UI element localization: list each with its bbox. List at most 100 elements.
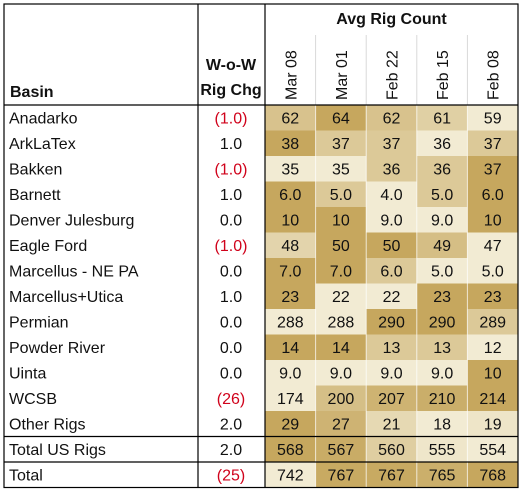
rig-count-value: 765	[429, 468, 456, 485]
weekly-change-value: (26)	[217, 391, 245, 408]
weekly-change-value: 2.0	[220, 442, 242, 459]
heat-cell	[366, 207, 417, 233]
basin-name: Bakken	[9, 162, 62, 179]
rig-count-value: 768	[479, 468, 506, 485]
heat-cell	[366, 411, 417, 437]
heat-cell	[416, 156, 468, 182]
heat-cell	[265, 105, 316, 131]
heat-cell	[315, 156, 367, 182]
weekly-change-value: 0.0	[220, 366, 242, 383]
heat-cell	[315, 258, 367, 284]
weekly-change-value: (1.0)	[215, 162, 248, 179]
avg-rig-count-header: Avg Rig Count	[336, 11, 447, 28]
rig-count-value: 9.0	[279, 366, 301, 383]
heat-cell	[366, 105, 417, 131]
heat-cell	[315, 232, 367, 258]
rig-count-value: 767	[328, 468, 355, 485]
rig-count-value: 37	[383, 136, 401, 153]
rig-count-value: 35	[281, 162, 299, 179]
rig-count-value: 14	[281, 340, 299, 357]
rig-count-value: 19	[484, 417, 502, 434]
heat-cell	[366, 360, 417, 386]
rig-count-value: 48	[281, 238, 299, 255]
heat-cell	[416, 105, 468, 131]
basin-name: Eagle Ford	[9, 238, 87, 255]
heat-cell	[265, 462, 316, 488]
rig-count-value: 27	[332, 417, 350, 434]
rig-count-value: 290	[378, 315, 405, 332]
rig-count-value: 35	[332, 162, 350, 179]
table-border	[3, 3, 519, 489]
weekly-change-value: (25)	[217, 468, 245, 485]
heat-cell	[315, 130, 367, 156]
rig-count-value: 10	[281, 213, 299, 230]
weekly-change-value: 2.0	[220, 417, 242, 434]
rig-count-value: 5.0	[431, 264, 453, 281]
heat-cell	[366, 156, 417, 182]
heat-cell	[467, 130, 518, 156]
heat-cell	[265, 207, 316, 233]
heat-cell	[416, 283, 468, 309]
rig-count-value: 37	[332, 136, 350, 153]
rig-count-value: 49	[433, 238, 451, 255]
heat-cell	[315, 334, 367, 360]
rig-count-value: 207	[378, 391, 405, 408]
heat-cell	[366, 258, 417, 284]
heat-cell	[416, 232, 468, 258]
date-column-header: Mar 01	[334, 50, 351, 100]
date-column-header: Mar 08	[283, 50, 300, 100]
rig-count-value: 9.0	[330, 366, 352, 383]
rig-count-value: 22	[383, 289, 401, 306]
basin-name: Marcellus+Utica	[9, 289, 123, 306]
rig-count-value: 10	[484, 366, 502, 383]
rig-count-value: 6.0	[380, 264, 402, 281]
heat-cell	[265, 334, 316, 360]
rig-count-value: 9.0	[431, 366, 453, 383]
basin-name: Marcellus - NE PA	[9, 264, 139, 281]
heat-cell	[265, 385, 316, 411]
basin-name: ArkLaTex	[9, 136, 76, 153]
weekly-change-value: (1.0)	[215, 111, 248, 128]
basin-name: Total US Rigs	[9, 442, 106, 459]
rig-count-value: 13	[383, 340, 401, 357]
basin-name: WCSB	[9, 391, 57, 408]
heat-cell	[467, 207, 518, 233]
rig-count-value: 59	[484, 111, 502, 128]
heat-cell	[366, 283, 417, 309]
heat-cell	[366, 334, 417, 360]
weekly-change-value: 0.0	[220, 315, 242, 332]
rig-count-value: 23	[433, 289, 451, 306]
rig-count-value: 568	[277, 442, 304, 459]
heat-cell	[416, 309, 468, 335]
heat-cell	[315, 462, 367, 488]
heat-cell	[315, 207, 367, 233]
rig-count-value: 210	[429, 391, 456, 408]
heat-cell	[416, 385, 468, 411]
heat-cell	[467, 411, 518, 437]
wow-header-line1: W-o-W	[206, 57, 257, 74]
weekly-change-value: 1.0	[220, 289, 242, 306]
rig-count-value: 62	[383, 111, 401, 128]
heat-cell	[366, 181, 417, 207]
heat-cell	[467, 360, 518, 386]
heat-cell	[366, 309, 417, 335]
heat-cell	[366, 436, 417, 462]
rig-count-value: 38	[281, 136, 299, 153]
heat-cell	[265, 309, 316, 335]
basin-name: Other Rigs	[9, 417, 85, 434]
rig-count-value: 37	[484, 162, 502, 179]
basin-header: Basin	[10, 84, 54, 101]
heat-cell	[416, 130, 468, 156]
heat-cell	[467, 436, 518, 462]
basin-name: Total	[9, 468, 43, 485]
rig-count-value: 5.0	[482, 264, 504, 281]
heat-cell	[315, 309, 367, 335]
rig-count-value: 36	[433, 136, 451, 153]
heat-cell	[467, 156, 518, 182]
rig-count-value: 289	[479, 315, 506, 332]
rig-count-value: 36	[433, 162, 451, 179]
weekly-change-value: 0.0	[220, 213, 242, 230]
rig-count-value: 6.0	[279, 187, 301, 204]
rig-count-value: 36	[383, 162, 401, 179]
heat-cell	[265, 130, 316, 156]
